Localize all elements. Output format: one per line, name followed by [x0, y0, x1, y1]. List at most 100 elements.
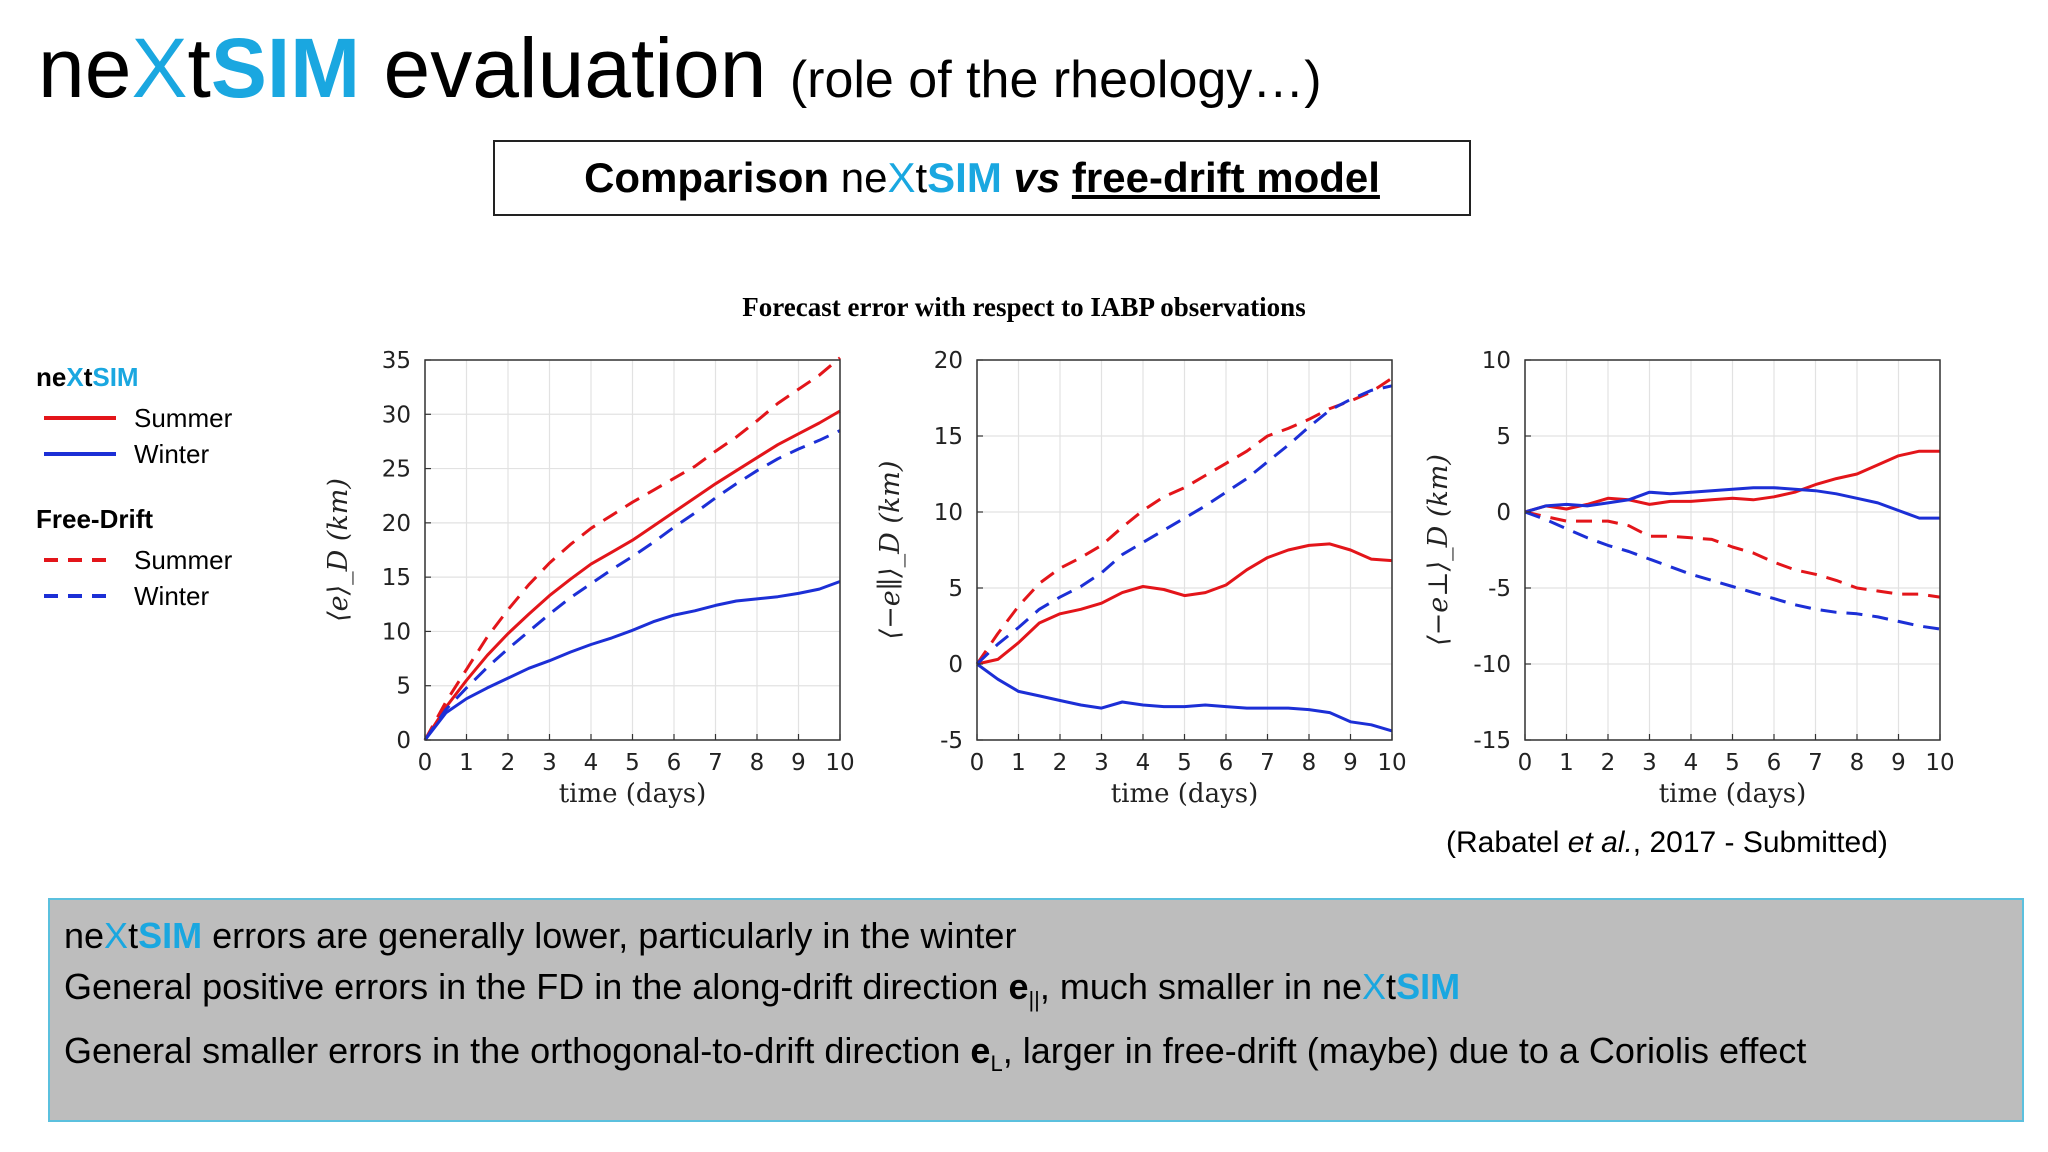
comparison-model: free-drift model: [1071, 154, 1380, 201]
series-line-nextsim-summer: [1524, 449, 1940, 514]
note1-rest: errors are generally lower, particularly…: [202, 915, 1017, 956]
y-tick-label: 20: [934, 348, 963, 374]
chart-legend: neXtSIM Summer Winter Free-Drift Summer …: [36, 360, 266, 614]
note2-t: t: [1386, 966, 1397, 1007]
x-tick-label: 1: [459, 750, 474, 776]
note-line-3: General smaller errors in the orthogonal…: [64, 1025, 2008, 1089]
x-tick-label: 3: [1642, 750, 1657, 776]
comparison-sim: SIM: [927, 154, 1002, 201]
y-tick-label: 5: [1496, 424, 1511, 450]
title-t: t: [187, 21, 211, 115]
legend-ne: ne: [36, 362, 67, 392]
x-tick-label: 0: [970, 750, 985, 776]
note-line-1: neXtSIM errors are generally lower, part…: [64, 910, 2008, 961]
legend-item-nextsim-summer: Summer: [36, 400, 266, 436]
legend-item-nextsim-winter: Winter: [36, 436, 266, 472]
x-tick-label: 6: [667, 750, 682, 776]
page-title: neXtSIM evaluation (role of the rheology…: [38, 18, 1322, 130]
legend-item-freedrift-summer: Summer: [36, 542, 266, 578]
comparison-box: Comparison neXtSIM vs free-drift model: [493, 140, 1471, 216]
y-tick-label: 10: [382, 619, 411, 645]
x-tick-label: 7: [708, 750, 723, 776]
note3-rest: , larger in free-drift (maybe) due to a …: [1002, 1030, 1807, 1072]
x-tick-label: 8: [750, 750, 765, 776]
note3-bold: e: [970, 1030, 991, 1072]
x-tick-label: 3: [1094, 750, 1109, 776]
x-tick-label: 9: [1891, 750, 1906, 776]
y-tick-label: -15: [1473, 728, 1511, 754]
legend-label: Summer: [134, 403, 233, 433]
y-tick-label: 20: [382, 511, 411, 537]
x-tick-label: 9: [1343, 750, 1358, 776]
note1-ne: ne: [64, 915, 105, 956]
legend-item-freedrift-winter: Winter: [36, 578, 266, 614]
x-tick-label: 1: [1559, 750, 1574, 776]
legend-swatch-dashed-winter: [44, 594, 116, 598]
comparison-vs: vs: [1013, 154, 1061, 201]
title-rest: evaluation: [360, 21, 767, 115]
legend-group-freedrift-title: Free-Drift: [36, 504, 154, 534]
citation-before: (Rabatel: [1446, 826, 1568, 859]
legend-swatch-solid-summer: [44, 416, 116, 420]
y-tick-label: 15: [382, 565, 411, 591]
note2-rest: , much smaller in ne: [1039, 966, 1363, 1007]
y-tick-label: 30: [382, 402, 411, 428]
note2-x: X: [1362, 966, 1387, 1007]
title-x: X: [131, 21, 188, 115]
x-tick-label: 4: [1136, 750, 1151, 776]
note2-sub: ||: [1028, 987, 1040, 1013]
legend-group-nextsim-title: neXtSIM: [36, 360, 266, 394]
series-line-free-drift-winter: [975, 384, 1393, 666]
x-tick-label: 7: [1808, 750, 1823, 776]
x-tick-label: 8: [1302, 750, 1317, 776]
y-tick-label: -10: [1473, 652, 1511, 678]
x-tick-label: 10: [1377, 750, 1406, 776]
x-tick-label: 2: [1053, 750, 1068, 776]
y-axis-label: ⟨−e∥⟩_D (km): [875, 461, 906, 640]
x-tick-label: 9: [791, 750, 806, 776]
legend-swatch-solid-winter: [44, 452, 116, 456]
legend-label: Winter: [134, 439, 210, 469]
series-line-free-drift-summer: [423, 356, 841, 741]
note1-t: t: [128, 915, 139, 956]
note-line-2: General positive errors in the FD in the…: [64, 961, 2008, 1025]
series-line-free-drift-summer: [1524, 510, 1941, 599]
citation-italic: et al.: [1567, 826, 1633, 859]
comparison-x: X: [887, 154, 916, 201]
comparison-t: t: [915, 154, 928, 201]
legend-label: Summer: [134, 545, 233, 575]
title-sim: SIM: [210, 21, 361, 115]
citation: (Rabatel et al., 2017 - Submitted): [1446, 826, 1888, 860]
series-line-nextsim-winter: [976, 662, 1393, 733]
series-line-free-drift-winter: [423, 429, 841, 741]
x-tick-label: 5: [625, 750, 640, 776]
page-subtitle: (role of the rheology…): [789, 51, 1322, 109]
series-line-nextsim-winter: [1524, 486, 1940, 520]
x-tick-label: 5: [1177, 750, 1192, 776]
citation-after: , 2017 - Submitted): [1632, 826, 1888, 859]
series-line-nextsim-winter: [423, 580, 841, 741]
y-tick-label: 35: [382, 348, 411, 374]
y-tick-label: 15: [934, 424, 963, 450]
x-tick-label: 0: [1518, 750, 1533, 776]
note2-sim: SIM: [1396, 966, 1461, 1007]
x-axis-label: time (days): [1659, 779, 1807, 809]
y-tick-label: 10: [1482, 348, 1511, 374]
y-axis-label: ⟨e⟩_D (km): [323, 478, 354, 622]
x-tick-label: 4: [1684, 750, 1699, 776]
comparison-prefix: Comparison: [584, 154, 841, 201]
x-tick-label: 3: [542, 750, 557, 776]
legend-label: Winter: [134, 581, 210, 611]
figure-title: Forecast error with respect to IABP obse…: [742, 292, 1306, 322]
y-tick-label: 25: [382, 457, 411, 483]
x-axis-label: time (days): [1111, 779, 1259, 809]
x-tick-label: 1: [1011, 750, 1026, 776]
x-tick-label: 5: [1725, 750, 1740, 776]
x-tick-label: 2: [1601, 750, 1616, 776]
note2-bold: e: [1008, 966, 1029, 1007]
x-tick-label: 4: [584, 750, 599, 776]
x-tick-label: 8: [1850, 750, 1865, 776]
